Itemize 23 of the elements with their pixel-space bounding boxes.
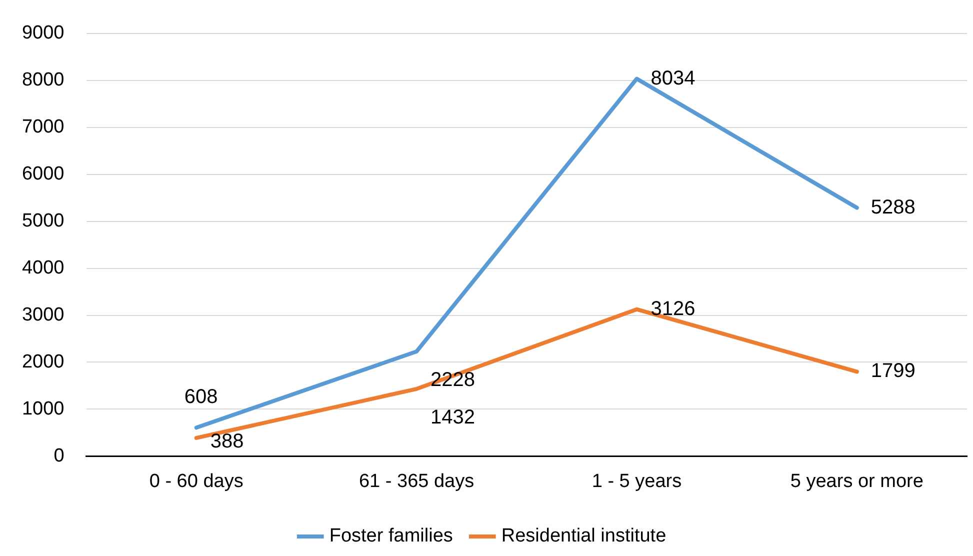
legend-label: Foster families [329, 526, 453, 547]
y-tick-label: 0 [54, 445, 64, 466]
data-label: 1799 [870, 360, 916, 382]
x-tick-label: 1 - 5 years [592, 470, 682, 492]
y-tick-label: 7000 [22, 116, 64, 138]
data-label: 388 [210, 430, 244, 452]
y-tick-label: 2000 [22, 351, 64, 372]
x-tick-label: 5 years or more [790, 470, 924, 492]
y-tick-label: 6000 [22, 164, 64, 185]
x-tick-label: 0 - 60 days [149, 470, 244, 492]
legend-label: Residential institute [501, 526, 666, 547]
y-tick-label: 4000 [22, 258, 64, 279]
y-tick-label: 9000 [22, 22, 64, 44]
data-label: 5288 [870, 196, 916, 218]
data-label: 8034 [650, 67, 696, 90]
data-label: 3126 [650, 298, 696, 320]
x-tick-label: 61 - 365 days [358, 470, 474, 492]
y-tick-label: 3000 [22, 304, 64, 326]
data-label: 608 [184, 386, 218, 408]
y-tick-label: 8000 [22, 70, 64, 91]
y-tick-label: 5000 [22, 210, 64, 232]
y-tick-label: 1000 [22, 398, 64, 420]
data-label: 1432 [430, 406, 476, 428]
